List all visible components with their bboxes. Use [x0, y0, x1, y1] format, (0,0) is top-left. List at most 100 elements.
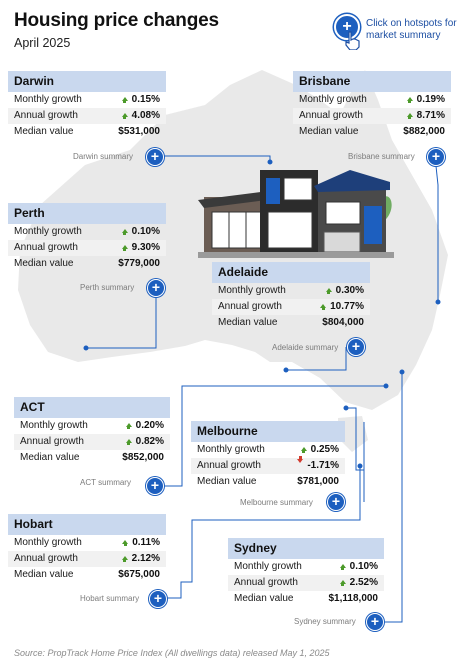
median-label: Median value: [14, 569, 74, 580]
monthly-row: Monthly growth 0.20%: [14, 418, 170, 434]
brisbane-dot: [435, 299, 441, 305]
hotspot-hint: + Click on hotspots for market summary: [334, 12, 457, 52]
card-darwin: Darwin Monthly growth 0.15% Annual growth…: [8, 71, 166, 140]
annual-value: 4.08%: [121, 108, 160, 124]
up-arrow-icon: [121, 97, 128, 103]
median-row: Median value $804,000: [212, 315, 370, 331]
annual-value: 2.12%: [121, 551, 160, 567]
up-arrow-icon: [339, 564, 346, 570]
up-arrow-icon: [121, 556, 128, 562]
up-arrow-icon: [320, 304, 327, 310]
annual-label: Annual growth: [20, 436, 84, 447]
up-arrow-icon: [406, 113, 413, 119]
monthly-row: Monthly growth 0.15%: [8, 92, 166, 108]
monthly-value: 0.11%: [122, 535, 160, 551]
median-value: $779,000: [118, 258, 160, 269]
darwin-summary-label: Darwin summary: [73, 152, 134, 161]
adelaide-summary-button[interactable]: +: [347, 338, 365, 356]
up-arrow-icon: [339, 580, 346, 586]
median-row: Median value $852,000: [14, 450, 170, 466]
annual-value: -1.71%: [297, 456, 339, 474]
perth-summary-label: Perth summary: [80, 283, 135, 292]
melbourne-dot: [343, 405, 349, 411]
brisbane-summary-button[interactable]: +: [427, 148, 445, 166]
monthly-label: Monthly growth: [197, 444, 265, 455]
hobart-summary-button[interactable]: +: [149, 590, 167, 608]
median-label: Median value: [299, 126, 359, 137]
annual-value: 8.71%: [406, 108, 445, 124]
act-connector: [164, 385, 386, 487]
brisbane-connector: [435, 165, 439, 302]
adelaide-connector: [286, 347, 347, 371]
act-summary-button[interactable]: +: [146, 477, 164, 495]
median-label: Median value: [197, 476, 257, 487]
solar-panels: [314, 170, 390, 192]
card-title: Sydney: [228, 538, 384, 559]
sydney-summary-button[interactable]: +: [366, 613, 384, 631]
monthly-row: Monthly growth 0.30%: [212, 283, 370, 299]
card-act: ACT Monthly growth 0.20% Annual growth 0.8…: [14, 397, 170, 466]
up-arrow-icon: [121, 245, 128, 251]
annual-label: Annual growth: [299, 110, 363, 121]
card-title: Brisbane: [293, 71, 451, 92]
card-title: Adelaide: [212, 262, 370, 283]
brisbane-summary-label: Brisbane summary: [348, 152, 415, 161]
median-value: $1,118,000: [328, 593, 379, 604]
plus-icon: +: [334, 14, 360, 40]
up-arrow-icon: [121, 229, 128, 235]
melbourne-summary-button[interactable]: +: [327, 493, 345, 511]
annual-row: Annual growth -1.71%: [191, 456, 345, 474]
hotspot-hint-text: Click on hotspots for market summary: [366, 18, 457, 41]
annual-row: Annual growth 10.77%: [212, 299, 370, 315]
sydney-summary-label: Sydney summary: [294, 617, 356, 626]
monthly-label: Monthly growth: [14, 537, 82, 548]
annual-label: Annual growth: [234, 577, 298, 588]
monthly-row: Monthly growth 0.19%: [293, 92, 451, 108]
hobart-dot: [357, 463, 363, 469]
median-label: Median value: [234, 593, 294, 604]
tasmania-shape: [338, 416, 368, 452]
perth-summary-button[interactable]: +: [147, 279, 165, 297]
median-value: $804,000: [322, 317, 364, 328]
card-melbourne: Melbourne Monthly growth 0.25% Annual gro…: [191, 421, 345, 490]
annual-label: Annual growth: [14, 553, 78, 564]
median-row: Median value $882,000: [293, 124, 451, 140]
up-arrow-icon: [125, 439, 132, 445]
median-row: Median value $781,000: [191, 474, 345, 490]
annual-row: Annual growth 0.82%: [14, 434, 170, 450]
up-arrow-icon: [325, 288, 332, 294]
darwin-dot: [267, 159, 273, 165]
monthly-value: 0.10%: [339, 559, 378, 575]
up-arrow-icon: [125, 423, 132, 429]
card-adelaide: Adelaide Monthly growth 0.30% Annual grow…: [212, 262, 370, 331]
monthly-row: Monthly growth 0.25%: [191, 442, 345, 458]
monthly-row: Monthly growth 0.10%: [228, 559, 384, 575]
median-value: $852,000: [122, 452, 164, 463]
card-title: Darwin: [8, 71, 166, 92]
sydney-dot: [399, 369, 405, 375]
monthly-label: Monthly growth: [234, 561, 302, 572]
house-window-large: [211, 211, 265, 249]
sydney-connector: [384, 372, 403, 623]
source-note: Source: PropTrack Home Price Index (All …: [14, 648, 330, 658]
monthly-row: Monthly growth 0.11%: [8, 535, 166, 551]
darwin-summary-button[interactable]: +: [146, 148, 164, 166]
median-label: Median value: [218, 317, 278, 328]
melbourne-summary-label: Melbourne summary: [240, 498, 313, 507]
card-title: ACT: [14, 397, 170, 418]
median-row: Median value $531,000: [8, 124, 166, 140]
up-arrow-icon: [121, 113, 128, 119]
monthly-label: Monthly growth: [20, 420, 88, 431]
median-row: Median value $1,118,000: [228, 591, 384, 607]
median-label: Median value: [14, 126, 74, 137]
median-value: $675,000: [118, 569, 160, 580]
card-perth: Perth Monthly growth 0.10% Annual growth 9…: [8, 203, 166, 272]
page-subtitle: April 2025: [14, 36, 71, 50]
monthly-value: 0.15%: [121, 92, 160, 108]
annual-value: 9.30%: [121, 240, 160, 256]
adelaide-dot: [283, 367, 289, 373]
annual-row: Annual growth 8.71%: [293, 108, 451, 124]
monthly-label: Monthly growth: [218, 285, 286, 296]
annual-row: Annual growth 2.52%: [228, 575, 384, 591]
